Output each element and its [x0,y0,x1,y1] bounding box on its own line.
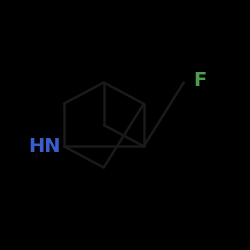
Text: HN: HN [29,137,61,156]
Text: F: F [194,70,206,90]
